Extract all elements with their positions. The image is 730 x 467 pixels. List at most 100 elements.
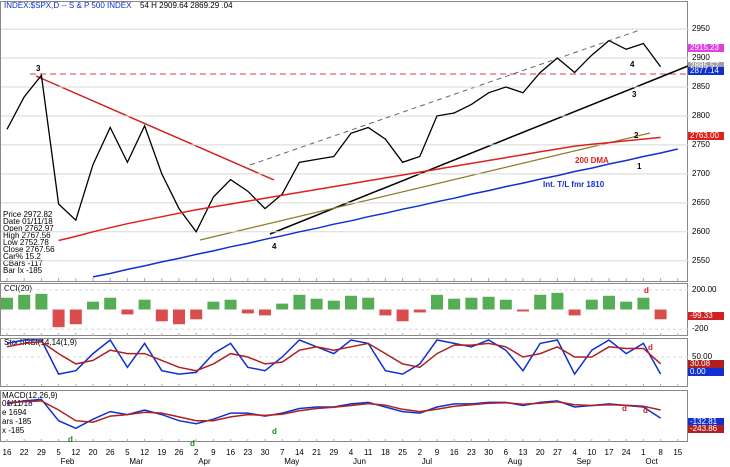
x-tick-label: 10	[587, 448, 596, 457]
annotation: d	[68, 435, 73, 444]
price-panel	[0, 1, 688, 282]
annotation: 2	[634, 131, 639, 140]
value-tag-label: -243.86	[690, 424, 718, 433]
x-tick-label: 11	[364, 448, 373, 457]
y-tick-label: 50.00	[692, 352, 713, 361]
annotation: 4	[630, 60, 635, 69]
bar	[431, 294, 443, 310]
x-tick-label: 12	[140, 448, 149, 457]
month-label: Mar	[129, 457, 143, 466]
x-tick-label: 16	[3, 448, 12, 457]
month-label: Jun	[353, 457, 366, 466]
bar	[396, 309, 409, 322]
annotation: d	[272, 427, 277, 436]
bar	[448, 298, 461, 310]
annotation: 1	[637, 162, 642, 171]
value-tag	[688, 312, 724, 320]
x-tick-label: 4	[349, 448, 354, 457]
value-tag	[688, 418, 724, 426]
info-line: ars -185	[2, 417, 32, 426]
value-tag-label: 2915.23	[690, 43, 719, 52]
x-tick-label: 21	[312, 448, 321, 457]
month-label: Sep	[577, 457, 592, 466]
y-tick-label: 2650	[692, 198, 710, 207]
annotation: d	[190, 439, 195, 448]
bar	[620, 301, 633, 310]
trendline-2	[199, 132, 651, 241]
channel-line	[249, 29, 641, 166]
bar	[568, 309, 581, 316]
x-tick-label: 20	[536, 448, 545, 457]
x-tick-label: 6	[504, 448, 509, 457]
x-tick-label: 18	[381, 448, 390, 457]
info-line: High 2767.56	[3, 231, 51, 240]
x-tick-label: 13	[519, 448, 528, 457]
month-label: Oct	[645, 457, 658, 466]
value-tag-label: 2763.00	[690, 131, 719, 140]
panel-title: CCI(20)	[4, 284, 32, 293]
value-tag	[688, 67, 724, 75]
bar	[224, 299, 237, 310]
value-tag	[688, 368, 724, 376]
value-tag-label: 2885.57	[690, 61, 719, 70]
y-tick-label: 2900	[692, 53, 710, 62]
y-tick-label: 2550	[692, 256, 710, 265]
x-tick-label: 23	[467, 448, 476, 457]
info-line: Close 2767.56	[3, 245, 55, 254]
month-label: Jul	[422, 457, 432, 466]
x-tick-label: 1	[641, 448, 646, 457]
y-tick-label: 2800	[692, 111, 710, 120]
annotation: d	[622, 404, 627, 413]
cci-panel	[0, 283, 688, 336]
info-line: Low 2752.78	[3, 238, 49, 247]
value-tag-label: 0.00	[690, 367, 706, 376]
bar	[1, 297, 13, 310]
chart-subtitle: 54 H 2909.64 2869.29 .04	[140, 1, 233, 10]
x-tick-label: 4	[572, 448, 577, 457]
x-tick-label: 26	[175, 448, 184, 457]
annotation: d	[643, 406, 648, 415]
series-line	[6, 338, 662, 376]
bar	[482, 296, 495, 310]
info-line: x -185	[2, 426, 25, 435]
bar	[52, 309, 65, 328]
bar	[637, 297, 650, 310]
macd-panel	[0, 390, 688, 442]
x-tick-label: 2	[194, 448, 199, 457]
down-trendline	[35, 75, 275, 181]
x-tick-label: 9	[211, 448, 216, 457]
bar	[87, 301, 99, 310]
x-tick-label: 30	[261, 448, 270, 457]
x-tick-label: 17	[605, 448, 614, 457]
bar	[293, 294, 306, 310]
bar	[259, 309, 271, 316]
value-tag	[688, 62, 724, 70]
bar	[190, 309, 203, 320]
x-tick-label: 27	[553, 448, 562, 457]
stoch-panel	[0, 338, 688, 387]
x-tick-label: 30	[484, 448, 493, 457]
legend-tl: Int. T/L fmr 1810	[543, 180, 605, 189]
info-line: e 1694	[2, 408, 27, 417]
x-tick-label: 12	[71, 448, 80, 457]
info-line: Bar Ix -185	[3, 266, 43, 275]
bar	[551, 292, 564, 310]
bar	[517, 309, 529, 312]
up-trendline	[269, 65, 689, 235]
x-tick-label: 16	[450, 448, 459, 457]
info-line: Date 01/11/18	[3, 217, 53, 226]
bar	[379, 309, 392, 316]
bar	[207, 301, 220, 310]
bar	[35, 293, 48, 310]
bar	[18, 294, 31, 310]
panel-title: MACD(12,26,9)	[2, 391, 58, 400]
bar	[310, 298, 323, 310]
annotation: 4	[272, 242, 277, 251]
bar	[104, 297, 117, 310]
series-line	[92, 148, 678, 278]
panel-title: StochRSI(14,14(1,9)	[4, 338, 77, 347]
y-tick-label: 2950	[692, 24, 710, 33]
bar	[173, 309, 185, 325]
x-tick-label: 19	[157, 448, 166, 457]
